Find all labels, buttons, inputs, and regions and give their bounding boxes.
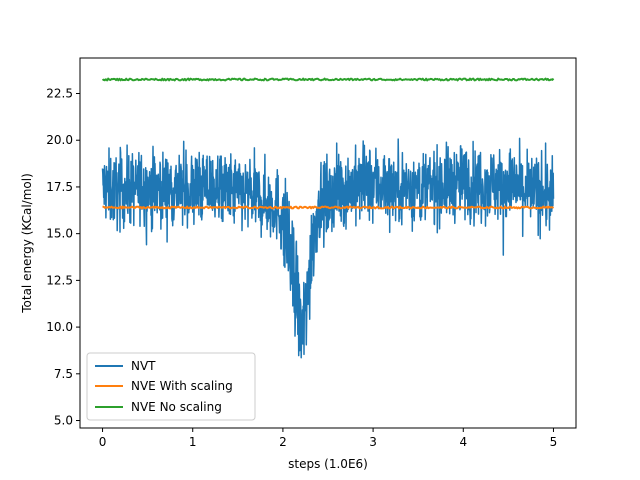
series-nve-with-scaling-line bbox=[102, 205, 555, 210]
legend-label-nvt: NVT bbox=[131, 359, 156, 373]
x-tick-label: 2 bbox=[279, 435, 287, 449]
y-axis-ticks: 5.0 7.5 10.0 12.5 15.0 17.5 20.0 22.5 bbox=[46, 87, 80, 428]
series-nve-no-scaling-line bbox=[101, 77, 555, 82]
y-tick-label: 10.0 bbox=[46, 320, 73, 334]
legend: NVT NVE With scaling NVE No scaling bbox=[86, 352, 256, 421]
y-tick-label: 5.0 bbox=[54, 414, 73, 428]
y-tick-label: 22.5 bbox=[46, 87, 73, 101]
legend-label-nve-with-scaling: NVE With scaling bbox=[131, 379, 233, 393]
y-tick-label: 20.0 bbox=[46, 133, 73, 147]
x-axis-label: steps (1.0E6) bbox=[288, 457, 368, 471]
x-axis-ticks: 0 1 2 3 4 5 bbox=[99, 428, 558, 449]
y-tick-label: 7.5 bbox=[54, 367, 73, 381]
x-tick-label: 1 bbox=[189, 435, 197, 449]
x-tick-label: 0 bbox=[99, 435, 107, 449]
legend-label-nve-no-scaling: NVE No scaling bbox=[131, 400, 222, 414]
plot-frame bbox=[79, 57, 577, 429]
x-tick-label: 4 bbox=[459, 435, 467, 449]
x-tick-label: 5 bbox=[550, 435, 558, 449]
series-layer bbox=[101, 77, 555, 359]
y-tick-label: 12.5 bbox=[46, 273, 73, 287]
series-nvt-line bbox=[101, 137, 555, 359]
y-tick-label: 15.0 bbox=[46, 227, 73, 241]
y-tick-label: 17.5 bbox=[46, 180, 73, 194]
x-tick-label: 3 bbox=[369, 435, 377, 449]
y-axis-label: Total energy (KCal/mol) bbox=[20, 173, 34, 314]
legend-box bbox=[86, 352, 256, 421]
